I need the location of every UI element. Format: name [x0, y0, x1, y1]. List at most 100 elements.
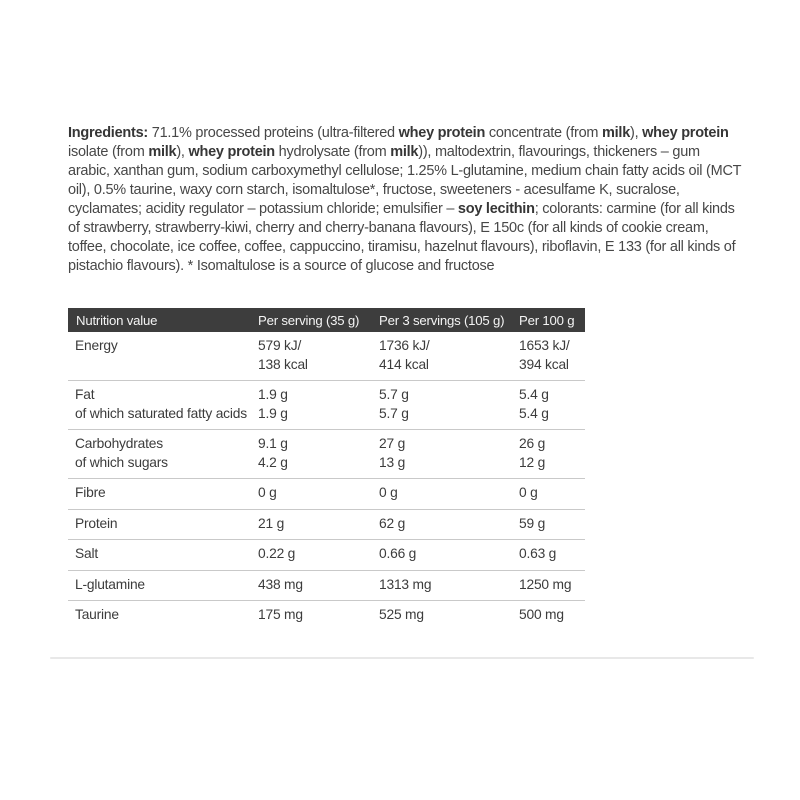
row-value-cell: 5.7 g 5.7 g: [379, 386, 519, 423]
footer-divider: [50, 657, 754, 659]
table-row: Protein 21 g 62 g 59 g: [68, 510, 585, 540]
nutrient-value: 13 g: [379, 454, 406, 470]
row-value-cell: 9.1 g 4.2 g: [258, 435, 379, 472]
nutrition-table-body: Energy 579 kJ/138 kcal 1736 kJ/414 kcal 165…: [68, 332, 585, 631]
nutrient-value: 21 g: [258, 515, 285, 531]
ingredients-bold-text: milk: [390, 144, 419, 160]
row-value-cell: 1736 kJ/414 kcal: [379, 337, 519, 374]
row-value-cell: 1250 mg: [519, 576, 585, 595]
row-value-cell: 0.63 g: [519, 545, 585, 564]
nutrient-name: Fibre: [75, 485, 106, 500]
nutrient-name: Salt: [75, 546, 98, 561]
nutrient-value: 5.4 g: [519, 387, 549, 402]
table-row: Fat of which saturated fatty acids 1.9 g 1.…: [68, 381, 585, 430]
row-label-cell: Carbohydrates of which sugars: [68, 435, 258, 472]
nutrient-value: 0.63 g: [519, 546, 557, 561]
row-label-cell: Fat of which saturated fatty acids: [68, 386, 258, 423]
ingredients-text: ),: [630, 125, 643, 141]
row-value-cell: 1653 kJ/394 kcal: [519, 337, 585, 374]
ingredients-bold-text: milk: [148, 144, 177, 160]
nutrient-value: 59 g: [519, 515, 546, 531]
nutrient-value: 438 mg: [258, 576, 303, 592]
row-value-cell: 0 g: [519, 484, 585, 503]
nutrient-value: 1653 kJ/: [519, 338, 570, 353]
nutrient-value: 1.9 g: [258, 405, 288, 421]
row-value-cell: 525 mg: [379, 606, 519, 625]
row-value-cell: 438 mg: [258, 576, 379, 595]
row-value-cell: 0 g: [258, 484, 379, 503]
nutrient-value: 5.4 g: [519, 405, 549, 421]
nutrient-value: 500 mg: [519, 607, 564, 622]
table-row: Energy 579 kJ/138 kcal 1736 kJ/414 kcal 165…: [68, 332, 585, 381]
nutrient-name: Carbohydrates: [75, 436, 163, 451]
ingredients-text: isolate (from: [68, 144, 149, 160]
row-value-cell: 62 g: [379, 515, 519, 534]
nutrient-name: of which saturated fatty acids: [75, 405, 247, 421]
column-header-per-100g: Per 100 g: [519, 312, 575, 328]
nutrient-value: 525 mg: [379, 607, 424, 622]
ingredients-bold-text: whey protein: [398, 125, 486, 141]
ingredients-bold-text: Ingredients:: [68, 125, 152, 141]
column-header-nutrition-value: Nutrition value: [76, 312, 158, 328]
nutrient-value: 1250 mg: [519, 576, 572, 592]
nutrient-value: 1736 kJ/: [379, 338, 430, 353]
row-label-cell: Taurine: [68, 606, 258, 625]
nutrient-value: 0.66 g: [379, 546, 417, 561]
row-label-cell: Fibre: [68, 484, 258, 503]
row-value-cell: 500 mg: [519, 606, 585, 625]
nutrient-value: 0 g: [379, 485, 398, 500]
row-value-cell: 0.66 g: [379, 545, 519, 564]
ingredients-text: ),: [176, 144, 189, 160]
row-value-cell: 0 g: [379, 484, 519, 503]
nutrient-value: 138 kcal: [258, 356, 308, 372]
nutrient-value: 12 g: [519, 454, 546, 470]
ingredients-text: )), maltodextrin, flavourings, thickener…: [68, 144, 742, 217]
nutrient-value: 62 g: [379, 515, 406, 531]
nutrient-value: 1.9 g: [258, 387, 288, 402]
row-value-cell: 0.22 g: [258, 545, 379, 564]
ingredients-bold-text: whey protein: [188, 144, 275, 160]
nutrient-value: 27 g: [379, 436, 406, 451]
nutrient-value: 0.22 g: [258, 546, 296, 561]
nutrient-value: 0 g: [258, 485, 277, 500]
nutrient-name: of which sugars: [75, 454, 168, 470]
row-value-cell: 21 g: [258, 515, 379, 534]
row-label-cell: L-glutamine: [68, 576, 258, 595]
nutrient-name: Protein: [75, 515, 118, 531]
ingredients-text: ; colorants: carmine (for all kinds of s…: [68, 201, 736, 274]
row-value-cell: 579 kJ/138 kcal: [258, 337, 379, 374]
table-row: Carbohydrates of which sugars 9.1 g 4.2 g 27…: [68, 430, 585, 479]
ingredients-text: 71.1% processed proteins (ultra-filtered: [151, 125, 399, 141]
row-value-cell: 27 g 13 g: [379, 435, 519, 472]
table-row: L-glutamine 438 mg 1313 mg 1250 mg: [68, 571, 585, 601]
column-header-per-3-servings: Per 3 servings (105 g): [379, 312, 505, 328]
row-value-cell: 175 mg: [258, 606, 379, 625]
table-row: Fibre 0 g 0 g 0 g: [68, 479, 585, 510]
nutrient-value: 579 kJ/: [258, 338, 302, 353]
nutrient-value: 1313 mg: [379, 576, 432, 592]
ingredients-bold-text: whey protein: [642, 125, 729, 141]
nutrient-value: 394 kcal: [519, 356, 569, 372]
nutrient-name: L-glutamine: [75, 576, 145, 592]
row-value-cell: 5.4 g 5.4 g: [519, 386, 585, 423]
ingredients-text: hydrolysate (from: [274, 144, 391, 160]
row-value-cell: 1.9 g 1.9 g: [258, 386, 379, 423]
row-value-cell: 1313 mg: [379, 576, 519, 595]
nutrient-name: Fat: [75, 387, 95, 402]
row-value-cell: 59 g: [519, 515, 585, 534]
table-row: Salt 0.22 g 0.66 g 0.63 g: [68, 540, 585, 571]
ingredients-bold-text: soy lecithin: [457, 201, 535, 217]
ingredients-paragraph: Ingredients: 71.1% processed proteins (u…: [68, 124, 744, 276]
nutrient-name: Energy: [75, 338, 118, 353]
nutrient-value: 9.1 g: [258, 436, 288, 451]
nutrient-value: 0 g: [519, 485, 538, 500]
ingredients-text: concentrate (from: [485, 125, 602, 141]
nutrient-value: 4.2 g: [258, 454, 288, 470]
nutrient-value: 175 mg: [258, 607, 303, 622]
nutrition-table: Nutrition value Per serving (35 g) Per 3…: [68, 308, 585, 631]
row-label-cell: Protein: [68, 515, 258, 534]
nutrient-value: 414 kcal: [379, 356, 429, 372]
table-row: Taurine 175 mg 525 mg 500 mg: [68, 601, 585, 631]
nutrient-value: 5.7 g: [379, 405, 409, 421]
